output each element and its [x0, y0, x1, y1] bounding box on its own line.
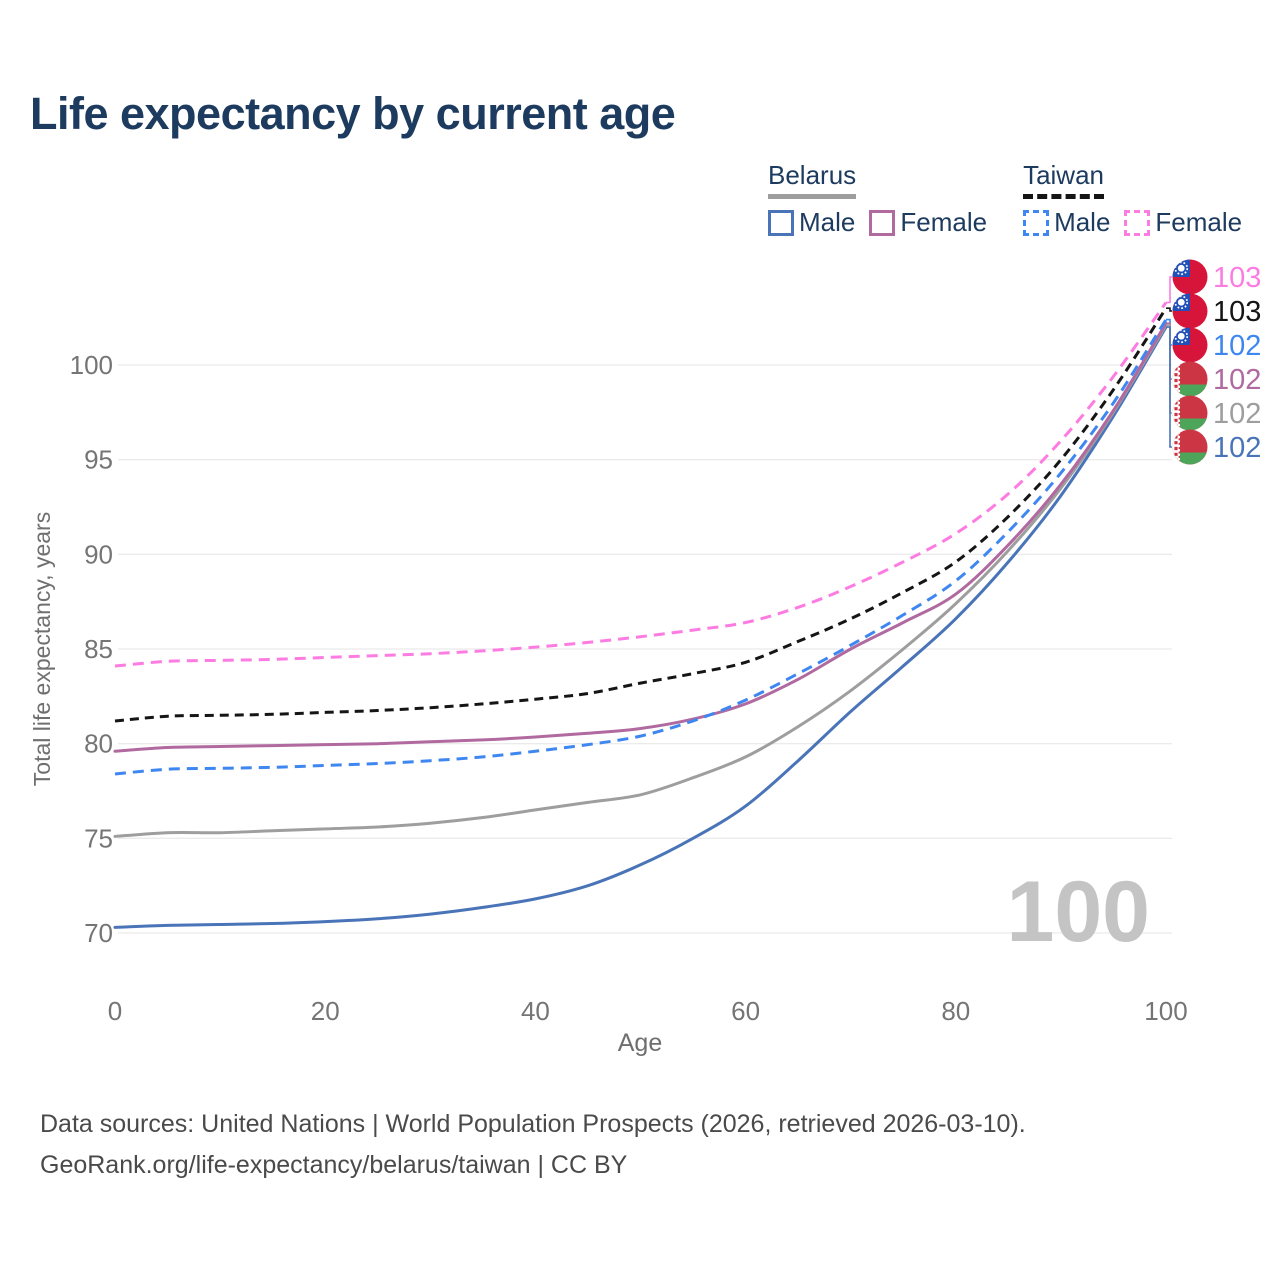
legend-swatch-belarus-male	[768, 209, 794, 236]
line-belarus-male[interactable]	[113, 325, 1168, 929]
taiwan-flag-icon	[1172, 327, 1208, 363]
x-tick-20: 20	[311, 996, 340, 1026]
age-watermark: 100	[1007, 864, 1151, 960]
y-tick-100: 100	[70, 350, 113, 380]
line-taiwan-female[interactable]	[114, 301, 1168, 668]
leader-belarus-female	[1166, 322, 1172, 380]
y-tick-85: 85	[84, 634, 113, 664]
y-tick-75: 75	[84, 823, 113, 853]
y-tick-70: 70	[84, 918, 113, 948]
legend-label-belarus-male: Male	[799, 207, 856, 237]
x-tick-40: 40	[521, 996, 550, 1026]
legend-item-belarus-male[interactable]: Male	[768, 207, 855, 238]
end-value-belarus-total: 102	[1213, 398, 1261, 430]
end-value-belarus-female: 102	[1213, 364, 1261, 396]
end-value-belarus-male: 102	[1213, 432, 1261, 464]
legend-row-taiwan: Male Female	[1023, 207, 1242, 238]
x-tick-100: 100	[1144, 996, 1187, 1026]
taiwan-flag-icon	[1172, 293, 1208, 329]
y-axis-label: Total life expectancy, years	[29, 512, 55, 786]
line-taiwan-male[interactable]	[114, 318, 1168, 776]
belarus-flag-icon	[1172, 395, 1208, 431]
legend-label-belarus-female: Female	[900, 207, 988, 237]
legend-swatch-taiwan-female	[1124, 209, 1151, 236]
legend-row-belarus: Male Female	[768, 207, 987, 238]
legend-item-taiwan-female[interactable]: Female	[1124, 207, 1242, 238]
legend-country-taiwan[interactable]: Taiwan	[1023, 160, 1104, 199]
y-tick-95: 95	[84, 445, 113, 475]
x-axis-label: Age	[618, 1029, 662, 1057]
legend-label-taiwan-female: Female	[1155, 207, 1243, 237]
legend-group-taiwan: Taiwan Male Female	[1023, 160, 1242, 238]
end-value-taiwan-male: 102	[1213, 330, 1261, 362]
belarus-flag-icon	[1172, 429, 1208, 465]
footer-url: GeoRank.org/life-expectancy/belarus/taiw…	[40, 1151, 628, 1179]
leader-belarus-total	[1166, 324, 1172, 414]
leader-taiwan-female	[1166, 276, 1172, 304]
leader-taiwan-total	[1166, 307, 1172, 312]
taiwan-flag-icon	[1172, 259, 1208, 295]
legend-label-taiwan-male: Male	[1054, 207, 1111, 237]
legend-group-belarus: Belarus Male Female	[768, 160, 987, 238]
line-belarus-total[interactable]	[113, 323, 1168, 838]
legend-item-belarus-female[interactable]: Female	[869, 207, 987, 238]
legend-item-taiwan-male[interactable]: Male	[1023, 207, 1110, 238]
legend: Belarus Male Female Taiwan Male	[768, 160, 1242, 238]
footer: Data sources: United Nations | World Pop…	[40, 1104, 1026, 1186]
end-value-taiwan-female: 103	[1213, 262, 1261, 294]
x-tick-60: 60	[731, 996, 760, 1026]
leader-belarus-male	[1166, 326, 1172, 448]
line-taiwan-total[interactable]	[114, 307, 1168, 723]
x-tick-0: 0	[108, 996, 122, 1026]
legend-swatch-taiwan-male	[1023, 209, 1050, 236]
chart-title: Life expectancy by current age	[30, 88, 676, 139]
legend-swatch-belarus-female	[869, 209, 896, 236]
line-belarus-female[interactable]	[113, 321, 1168, 753]
x-tick-80: 80	[941, 996, 970, 1026]
footer-data-sources: Data sources: United Nations | World Pop…	[40, 1110, 1026, 1138]
y-tick-80: 80	[84, 729, 113, 759]
legend-country-belarus[interactable]: Belarus	[768, 160, 857, 199]
y-tick-90: 90	[84, 539, 113, 569]
end-value-taiwan-total: 103	[1213, 296, 1261, 328]
